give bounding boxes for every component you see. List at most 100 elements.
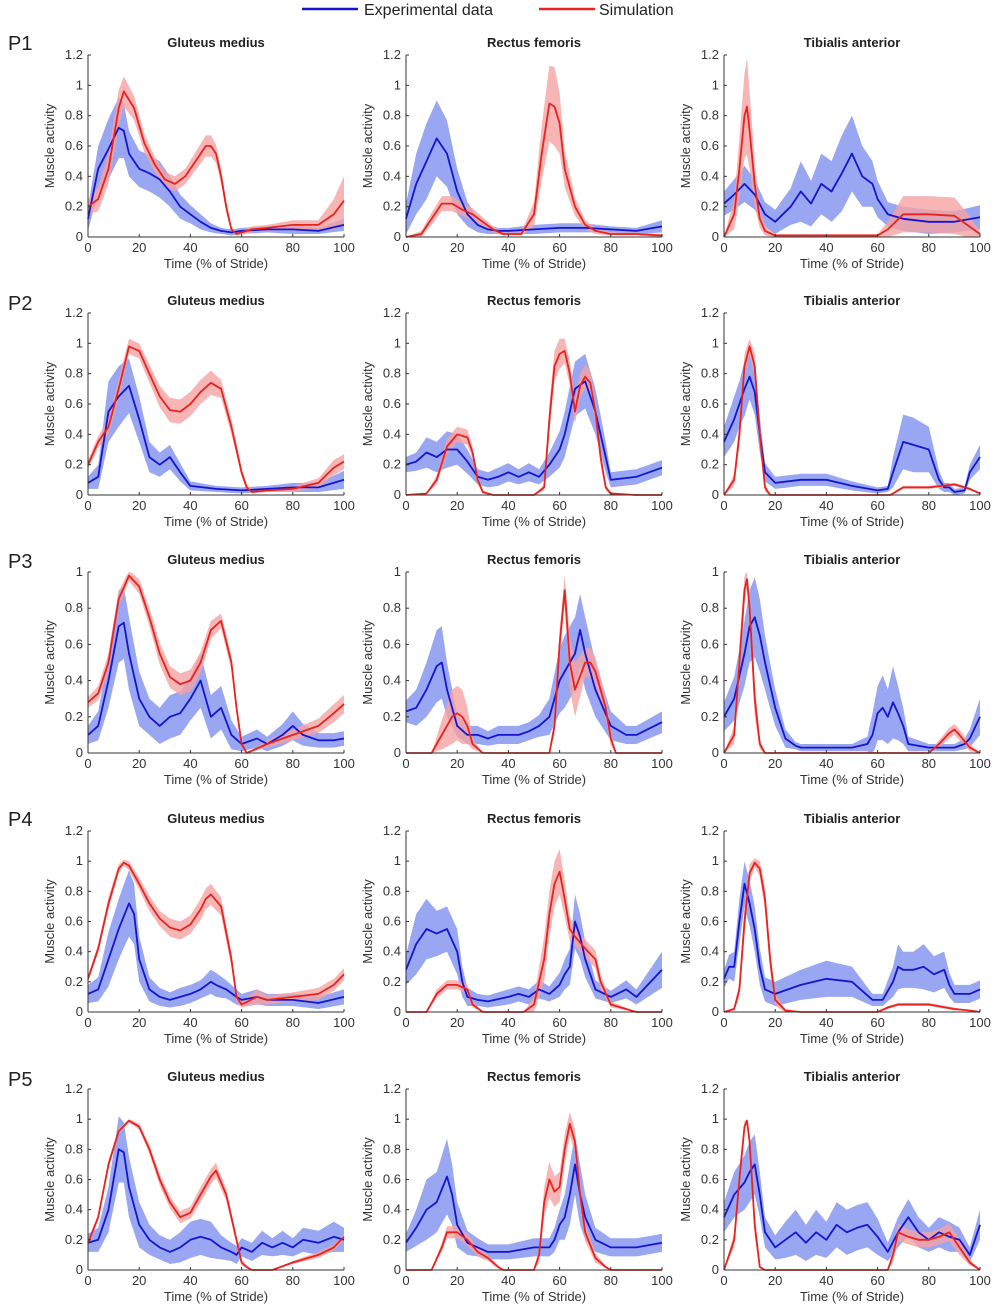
x-tick-label: 0: [84, 240, 91, 255]
experimental-sd-band: [724, 577, 980, 753]
y-axis-label: Muscle activity: [360, 1137, 375, 1222]
y-tick-label: 1.2: [65, 47, 83, 62]
panel-p5-tibialis-anterior: Tibialis anterior 0 20 40 60 80 100 0 0.2 0.4 0.6 0…: [678, 1069, 991, 1304]
y-tick-label: 0: [712, 487, 719, 502]
x-tick-label: 80: [922, 1015, 936, 1030]
y-tick-label: 0.4: [383, 944, 401, 959]
panel-title: Rectus femoris: [487, 811, 581, 826]
x-tick-label: 80: [286, 240, 300, 255]
y-tick-label: 0.6: [701, 914, 719, 929]
experimental-sd-band: [724, 353, 980, 495]
x-tick-label: 80: [922, 240, 936, 255]
x-tick-label: 80: [286, 756, 300, 771]
y-tick-label: 0.6: [701, 396, 719, 411]
x-tick-label: 100: [651, 498, 673, 513]
x-axis-label: Time (% of Stride): [800, 256, 904, 271]
x-tick-label: 20: [768, 1015, 782, 1030]
y-tick-label: 0: [76, 487, 83, 502]
participant-label: P5: [8, 1069, 32, 1091]
y-tick-label: 0.2: [701, 1232, 719, 1247]
x-tick-label: 100: [969, 1015, 991, 1030]
panel-p4-tibialis-anterior: Tibialis anterior 0 20 40 60 80 100 0 0.2 0.4 0.6 0…: [678, 811, 991, 1046]
y-tick-label: 0.8: [383, 883, 401, 898]
experimental-sd-band: [88, 586, 344, 752]
y-tick-label: 0.4: [701, 168, 719, 183]
x-tick-label: 60: [234, 1015, 248, 1030]
x-axis-label: Time (% of Stride): [164, 514, 268, 529]
y-tick-label: 0.8: [65, 883, 83, 898]
y-tick-label: 0: [394, 1004, 401, 1019]
y-tick-label: 0.2: [383, 1232, 401, 1247]
y-tick-label: 0.2: [383, 974, 401, 989]
y-tick-label: 0: [394, 229, 401, 244]
x-tick-label: 80: [286, 498, 300, 513]
y-tick-label: 1.2: [701, 823, 719, 838]
x-tick-label: 20: [132, 756, 146, 771]
x-tick-label: 80: [604, 498, 618, 513]
y-tick-label: 1: [712, 853, 719, 868]
simulation-mean-line: [87, 90, 345, 235]
y-axis-label: Muscle activity: [678, 103, 693, 188]
y-tick-label: 1.2: [383, 305, 401, 320]
x-axis-label: Time (% of Stride): [800, 1289, 904, 1304]
y-tick-label: 0.4: [701, 426, 719, 441]
panel-p5-gluteus-medius: Gluteus medius 0 20 40 60 80 100 0 0.2 0.4 0.6 0.8 1…: [42, 1069, 355, 1304]
experimental-sd-band: [88, 97, 344, 236]
x-tick-label: 40: [819, 1273, 833, 1288]
panel-p3-rectus-femoris: Rectus femoris 0 20 40 60 80 100 0 0.2 0.4 0.6 0.8 1…: [360, 552, 673, 787]
panel-title: Gluteus medius: [167, 293, 265, 308]
y-tick-label: 0.8: [383, 108, 401, 123]
simulation-sd-band: [724, 572, 980, 753]
experimental-mean-line: [723, 152, 981, 223]
x-axis-label: Time (% of Stride): [164, 1031, 268, 1046]
y-tick-label: 0.6: [701, 138, 719, 153]
y-tick-label: 1.2: [383, 47, 401, 62]
y-tick-label: 1: [712, 1111, 719, 1126]
experimental-mean-line: [723, 882, 981, 1001]
panel-p4-gluteus-medius: Gluteus medius 0 20 40 60 80 100 0 0.2 0.4 0.6 0.8 1…: [42, 811, 355, 1046]
participant-label: P3: [8, 551, 32, 573]
x-axis-label: Time (% of Stride): [482, 1031, 586, 1046]
panel-title: Gluteus medius: [167, 552, 265, 567]
x-tick-label: 100: [969, 240, 991, 255]
x-tick-label: 0: [84, 1015, 91, 1030]
x-axis-label: Time (% of Stride): [482, 772, 586, 787]
x-tick-label: 0: [402, 1015, 409, 1030]
panel-title: Tibialis anterior: [804, 1069, 901, 1084]
simulation-mean-line: [406, 1122, 662, 1271]
y-axis-label: Muscle activity: [360, 620, 375, 705]
y-tick-label: 1: [76, 1111, 83, 1126]
y-tick-label: 0: [712, 1262, 719, 1277]
x-tick-label: 60: [552, 1273, 566, 1288]
x-tick-label: 100: [969, 756, 991, 771]
simulation-sd-band: [88, 859, 344, 1008]
x-tick-label: 100: [651, 756, 673, 771]
y-tick-label: 0: [76, 229, 83, 244]
y-tick-label: 1.2: [701, 305, 719, 320]
simulation-mean-line: [87, 574, 345, 754]
y-tick-label: 0.4: [701, 1202, 719, 1217]
y-tick-label: 1: [76, 853, 83, 868]
x-tick-label: 40: [819, 240, 833, 255]
y-tick-label: 0.4: [383, 168, 401, 183]
panel-title: Tibialis anterior: [804, 811, 901, 826]
experimental-mean-line: [723, 1163, 981, 1256]
y-tick-label: 1: [394, 77, 401, 92]
simulation-mean-line: [723, 105, 981, 238]
simulation-mean-line: [406, 589, 662, 754]
x-tick-label: 0: [720, 498, 727, 513]
y-tick-label: 0.6: [383, 138, 401, 153]
x-tick-label: 60: [870, 1273, 884, 1288]
experimental-sd-band: [724, 115, 980, 234]
x-tick-label: 40: [183, 240, 197, 255]
legend-experimental-label: Experimental data: [364, 2, 493, 19]
x-tick-label: 100: [969, 1273, 991, 1288]
y-tick-label: 0.4: [65, 1202, 83, 1217]
y-tick-label: 0.8: [65, 366, 83, 381]
x-tick-label: 100: [969, 498, 991, 513]
simulation-mean-line: [87, 861, 345, 1006]
x-tick-label: 80: [922, 498, 936, 513]
y-axis-label: Muscle activity: [42, 1137, 57, 1222]
